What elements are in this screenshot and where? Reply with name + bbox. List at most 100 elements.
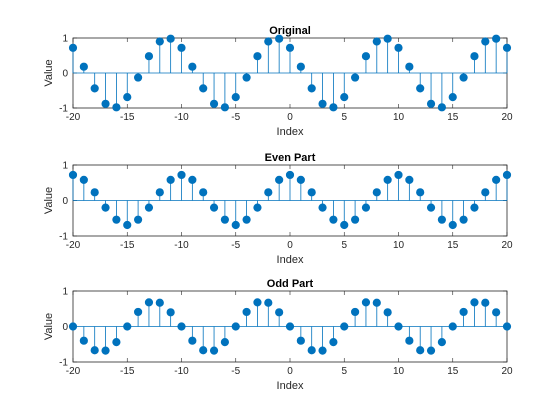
x-tick-label: -15	[120, 240, 135, 251]
x-tick-label: -20	[66, 112, 81, 123]
x-tick-label: 10	[393, 366, 405, 377]
stem-marker	[481, 37, 490, 46]
stem-marker	[340, 220, 349, 230]
subplot-title: Even Part	[265, 152, 316, 164]
stem-marker	[394, 322, 403, 331]
stem-marker	[329, 103, 338, 112]
y-tick-label: 0	[62, 322, 68, 333]
stem-marker	[242, 73, 251, 82]
stem-marker	[361, 298, 371, 307]
stem-marker	[68, 170, 78, 180]
stem-marker	[405, 175, 414, 185]
stem-marker	[459, 307, 468, 317]
stem-marker	[492, 34, 501, 43]
stem-marker	[318, 203, 327, 212]
stem-marker	[155, 37, 164, 46]
stem-marker	[285, 43, 295, 52]
stem-marker	[426, 99, 436, 108]
stem-marker	[340, 322, 349, 331]
stem-marker	[242, 307, 251, 317]
stem-marker	[166, 34, 175, 43]
stem-marker	[177, 322, 186, 331]
stem-marker	[405, 62, 414, 71]
stem-marker	[329, 215, 338, 224]
stem-marker	[459, 215, 468, 224]
stem-marker	[296, 175, 305, 185]
stem-marker	[123, 93, 132, 102]
stem-marker	[426, 346, 436, 355]
stem-marker	[459, 73, 468, 82]
stem-marker	[90, 84, 99, 93]
stem-marker	[394, 170, 403, 180]
stem-marker	[79, 336, 88, 345]
stem-marker	[416, 346, 425, 355]
subplot-title: Odd Part	[267, 278, 314, 290]
stem-marker	[307, 188, 316, 197]
stem-marker	[144, 298, 154, 307]
stem-marker	[351, 307, 360, 317]
subplot-title: Original	[269, 25, 311, 37]
stem-marker	[372, 188, 381, 197]
stem-marker	[437, 103, 446, 112]
stem-marker	[492, 308, 501, 317]
x-tick-label: 0	[287, 112, 293, 123]
stem-marker	[481, 298, 490, 307]
stem-marker	[112, 338, 121, 347]
x-tick-label: -15	[120, 112, 135, 123]
x-tick-label: 5	[341, 366, 347, 377]
stem-marker	[199, 188, 208, 197]
stem-marker	[79, 62, 88, 71]
stem-marker	[470, 203, 479, 212]
x-tick-label: -5	[231, 240, 240, 251]
stem-marker	[155, 188, 164, 197]
x-tick-label: 0	[287, 240, 293, 251]
x-tick-label: 5	[341, 240, 347, 251]
y-tick-label: -1	[59, 358, 68, 369]
x-tick-label: 15	[447, 240, 459, 251]
stem-marker	[79, 175, 88, 185]
y-tick-label: 1	[62, 34, 68, 45]
stem-marker	[134, 307, 143, 317]
stem-marker	[264, 188, 273, 197]
y-tick-label: 0	[62, 196, 68, 207]
subplot-original: -20 -15 -10 -5 0 5 10 15 20-101OriginalIndexValu…	[43, 25, 513, 138]
x-tick-label: -10	[174, 112, 189, 123]
y-tick-label: -1	[59, 104, 68, 115]
stem-marker	[101, 99, 110, 108]
stem-marker	[307, 346, 316, 355]
stem-marker	[209, 203, 219, 212]
stem-marker	[188, 62, 197, 71]
stem-marker	[351, 73, 360, 82]
x-tick-label: 20	[501, 112, 513, 123]
stem-marker	[231, 322, 240, 331]
stem-marker	[502, 322, 512, 331]
stem-marker	[253, 298, 262, 307]
stem-marker	[296, 336, 305, 345]
x-tick-label: 20	[501, 240, 513, 251]
stem-marker	[416, 84, 425, 93]
stem-marker	[383, 175, 392, 185]
stem-marker	[90, 188, 99, 197]
x-tick-label: 0	[287, 366, 293, 377]
x-tick-label: -20	[66, 240, 81, 251]
stem-marker	[134, 73, 143, 82]
stem-marker	[112, 215, 121, 224]
x-tick-label: 15	[447, 366, 459, 377]
stem-marker	[285, 322, 295, 331]
stem-marker	[383, 308, 392, 317]
stem-marker	[242, 215, 251, 224]
stem-marker	[155, 298, 164, 307]
x-tick-label: -15	[120, 366, 135, 377]
stem-marker	[112, 103, 121, 112]
stem-marker	[123, 322, 132, 331]
x-axis-label: Index	[277, 380, 304, 392]
stem-marker	[199, 84, 208, 93]
x-tick-label: -10	[174, 240, 189, 251]
x-tick-label: -5	[231, 112, 240, 123]
stem-marker	[318, 346, 327, 355]
stem-marker	[285, 170, 295, 180]
stem-marker	[209, 99, 219, 108]
stem-marker	[101, 346, 110, 355]
y-axis-label: Value	[43, 187, 55, 214]
